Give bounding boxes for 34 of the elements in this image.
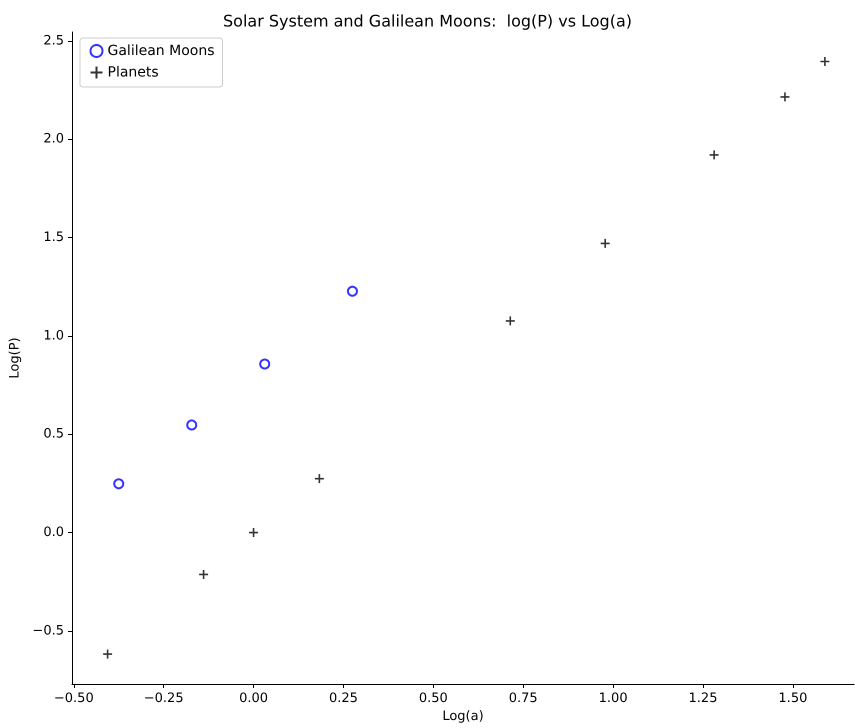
y-tick-label: 0.0 xyxy=(43,525,64,540)
x-tick-label: 0.50 xyxy=(418,691,448,706)
y-tick-label: 1.5 xyxy=(43,230,64,246)
x-axis-title: Log(a) xyxy=(442,709,484,724)
x-tick-label: 0.00 xyxy=(239,691,268,706)
point xyxy=(248,527,259,538)
legend-label: Galilean Moons xyxy=(108,43,214,59)
y-tick-label: 0.5 xyxy=(43,426,64,442)
point xyxy=(780,92,790,102)
x-tick-label: 0.75 xyxy=(508,691,538,706)
point xyxy=(186,419,198,430)
point xyxy=(820,56,830,67)
point xyxy=(113,478,124,490)
y-tick-label: 1.0 xyxy=(43,328,64,344)
y-tick-label: −0.5 xyxy=(32,623,64,638)
point xyxy=(600,238,610,249)
y-axis-title: Log(P) xyxy=(8,337,23,379)
x-tick-label: 1.50 xyxy=(778,691,808,706)
point xyxy=(314,473,325,484)
point xyxy=(198,569,209,580)
point xyxy=(504,316,516,326)
point xyxy=(346,286,358,297)
x-tick-label: 0.25 xyxy=(328,691,358,706)
x-tick-label: 1.25 xyxy=(688,691,718,706)
point xyxy=(259,358,270,370)
y-tick-label: 2.5 xyxy=(43,33,64,48)
point xyxy=(102,648,113,660)
x-tick-label: −0.25 xyxy=(144,691,184,706)
x-tick-label: −0.50 xyxy=(54,691,94,706)
chart-title: Solar System and Galilean Moons: log(P) vs Log(a) xyxy=(223,12,632,30)
x-tick-label: 1.00 xyxy=(598,691,628,706)
point xyxy=(708,150,720,160)
legend-label: Planets xyxy=(108,64,159,80)
y-tick-label: 2.0 xyxy=(43,132,64,147)
